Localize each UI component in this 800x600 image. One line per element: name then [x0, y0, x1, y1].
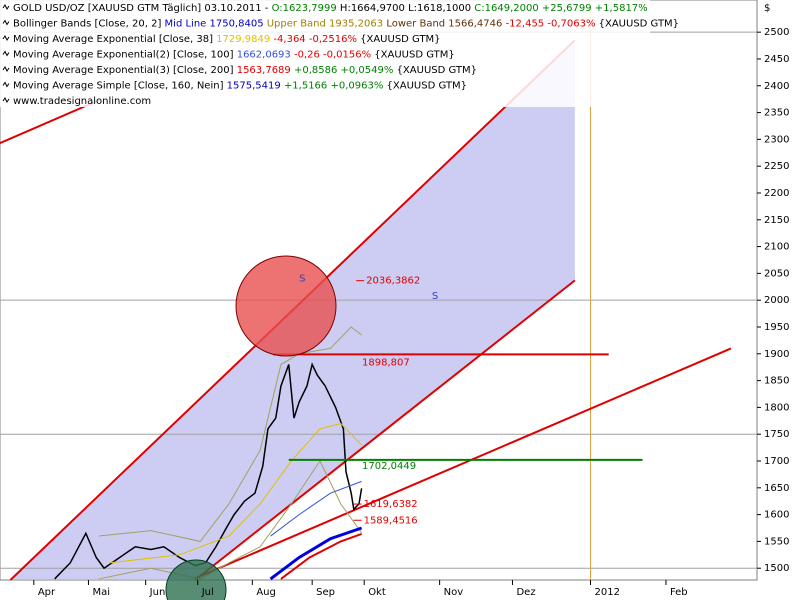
series-line	[54, 362, 363, 580]
trend-line	[194, 279, 576, 581]
y-tick-label: 2400	[764, 81, 789, 92]
header-segment: H:1664,9700 L:1618,1000	[337, 3, 475, 14]
y-tick-label: 2100	[764, 242, 789, 253]
header-icon	[2, 97, 10, 103]
y-tick-label: 2500	[764, 27, 789, 38]
x-tick-label: Jun	[149, 587, 166, 598]
header-segment: 1662,0693	[237, 50, 291, 61]
header-icon	[2, 19, 10, 26]
x-tick-label: Mai	[92, 587, 110, 598]
series-line	[98, 326, 362, 542]
axis-unit: $	[764, 3, 770, 14]
y-tick-label: 1900	[764, 349, 789, 360]
header-segment: {XAUUSD GTM}	[595, 19, 679, 30]
level-label: 1898,807	[362, 357, 410, 368]
y-tick-label: 1800	[764, 402, 789, 413]
y-tick-label: 1850	[764, 376, 789, 387]
series-line	[98, 459, 362, 580]
y-tick-label: 1500	[764, 563, 789, 574]
price-label: 1589,4516	[364, 515, 418, 526]
header-icon	[2, 81, 10, 88]
header-segment: Moving Average Simple [Close, 160, Nein]	[13, 81, 227, 92]
series-line	[280, 532, 362, 580]
y-tick-label: 1750	[764, 429, 789, 440]
trend-line	[194, 347, 732, 580]
y-tick-label: 2300	[764, 134, 789, 145]
header-row: Moving Average Exponential(3) [Close, 20…	[13, 65, 477, 76]
header-segment: Bollinger Bands [Close, 20, 2]	[13, 19, 165, 30]
header-row: www.tradesignalonline.com	[13, 96, 151, 107]
x-tick-label: Sep	[316, 587, 335, 598]
series-line	[109, 422, 362, 564]
y-tick-label: 2000	[764, 295, 789, 306]
header-segment: GOLD USD/OZ [XAUUSD GTM Täglich] 03.10.2…	[13, 3, 272, 14]
x-tick-label: Okt	[368, 587, 386, 598]
x-tick-label: Feb	[670, 587, 688, 598]
header-icon	[2, 66, 10, 72]
header-row: GOLD USD/OZ [XAUUSD GTM Täglich] 03.10.2…	[13, 3, 648, 14]
x-tick-label: 2012	[595, 587, 620, 598]
header-row: Moving Average Exponential [Close, 38] 1…	[13, 34, 441, 45]
header-bg	[0, 0, 650, 107]
y-tick-label: 2450	[764, 54, 789, 65]
header-icon	[2, 35, 10, 41]
y-tick-label: 1600	[764, 510, 789, 521]
header-segment: www.tradesignalonline.com	[13, 96, 151, 107]
header-segment: C:1649,2000 +25,6799 +1,5817%	[474, 3, 647, 14]
header-segment: O:1623,7999	[272, 3, 337, 14]
x-tick-label: Jul	[201, 587, 214, 598]
header-row: Moving Average Exponential(2) [Close, 10…	[13, 50, 455, 61]
header-segment: 1575,5419	[227, 81, 281, 92]
header-segment: Upper Band 1935,2063	[264, 19, 384, 30]
highlight-circle	[235, 255, 337, 357]
x-tick-label: Nov	[444, 587, 464, 598]
header-segment: 1563,7689	[237, 65, 291, 76]
y-tick-label: 1950	[764, 322, 789, 333]
header-icon	[2, 50, 10, 57]
y-tick-label: 1650	[764, 483, 789, 494]
header-segment: Mid Line 1750,8405	[165, 19, 264, 30]
header-segment: -4,364 -0,2516%	[270, 34, 357, 45]
y-tick-label: 2200	[764, 188, 789, 199]
level-label: 1702,0449	[362, 461, 416, 472]
y-tick-label: 2250	[764, 161, 789, 172]
y-tick-label: 1550	[764, 536, 789, 547]
y-tick-label: 1700	[764, 456, 789, 467]
header-segment: -12,455 -0,7063%	[502, 19, 595, 30]
price-label: 1619,6382	[364, 499, 418, 510]
header-row: Bollinger Bands [Close, 20, 2] Mid Line …	[13, 19, 679, 30]
header-row: Moving Average Simple [Close, 160, Nein]…	[13, 81, 467, 92]
header-segment: +1,5166 +0,0963%	[281, 81, 384, 92]
header-icon	[2, 4, 10, 10]
x-tick-label: Dez	[516, 587, 535, 598]
series-line	[270, 480, 362, 537]
y-tick-label: 2150	[764, 215, 789, 226]
header-segment: {XAUUSD GTM}	[371, 50, 455, 61]
y-tick-label: 2350	[764, 108, 789, 119]
x-tick-label: Apr	[38, 587, 56, 598]
x-tick-label: Aug	[256, 587, 276, 598]
header-segment: -0,26 -0,0156%	[291, 50, 371, 61]
header-segment: {XAUUSD GTM}	[357, 34, 441, 45]
price-label: 2036,3862	[366, 276, 420, 287]
y-tick-label: 2050	[764, 268, 789, 279]
highlight-circle	[165, 559, 227, 600]
header-segment: Moving Average Exponential(3) [Close, 20…	[13, 65, 237, 76]
trend-line	[0, 99, 100, 145]
header-segment: Lower Band 1566,4746	[383, 19, 502, 30]
header-segment: Moving Average Exponential(2) [Close, 10…	[13, 50, 237, 61]
header-segment: Moving Average Exponential [Close, 38]	[13, 34, 216, 45]
series-line	[269, 526, 363, 581]
header-segment: +0,8586 +0,0549%	[291, 65, 394, 76]
header-segment: 1729,9849	[216, 34, 270, 45]
signal-marker: S	[299, 274, 305, 285]
signal-marker: S	[432, 291, 438, 302]
header-segment: {XAUUSD GTM}	[393, 65, 477, 76]
header-segment: {XAUUSD GTM}	[383, 81, 467, 92]
overlay: 1898,807 1702,0449 2036,3862 1619,6382 1589,…	[2, 3, 679, 526]
